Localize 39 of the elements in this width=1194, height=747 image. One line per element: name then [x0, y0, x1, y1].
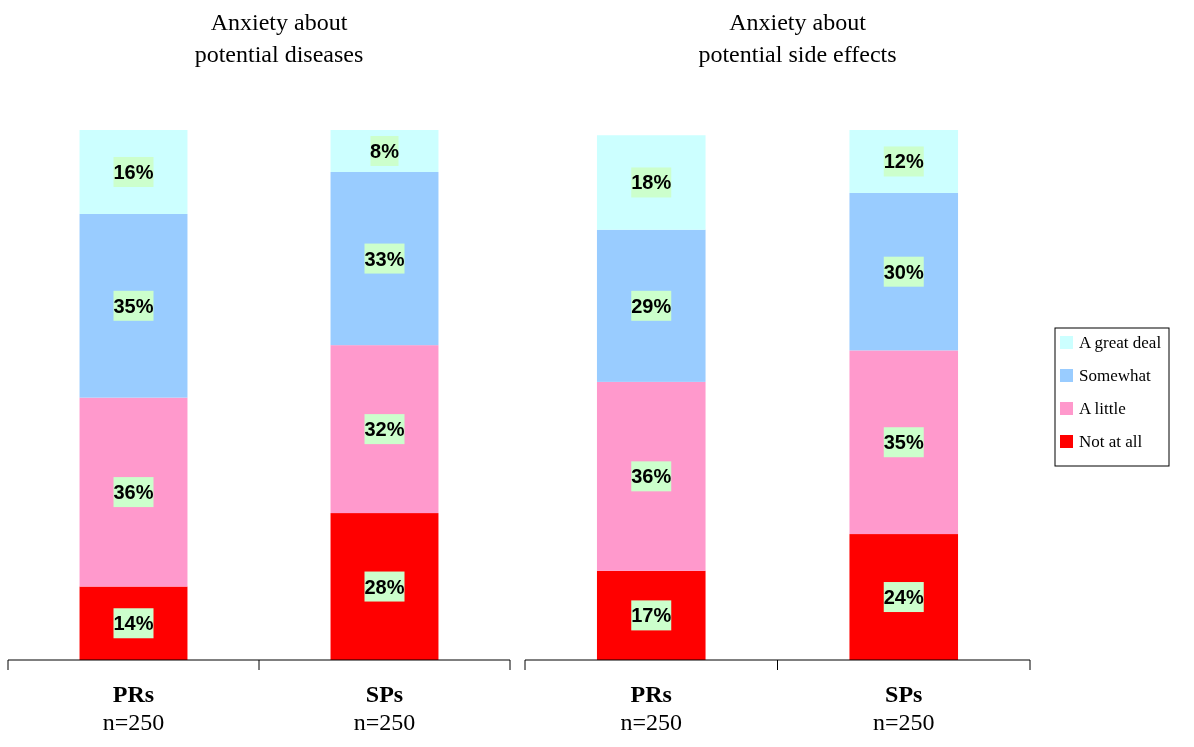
- data-label: 29%: [631, 294, 672, 317]
- data-label: 18%: [631, 171, 672, 194]
- data-label: 33%: [364, 247, 405, 270]
- legend-label: Not at all: [1079, 432, 1143, 451]
- data-label: 17%: [631, 604, 672, 627]
- bar: [330, 513, 439, 660]
- data-label: 35%: [883, 431, 924, 454]
- data-label: 28%: [364, 575, 405, 598]
- data-label: 14%: [113, 612, 154, 635]
- bar: [596, 381, 706, 571]
- data-label: 30%: [883, 260, 924, 283]
- data-label: 35%: [113, 294, 154, 317]
- bar: [849, 350, 959, 535]
- data-label: 12%: [883, 150, 924, 173]
- data-label: 36%: [113, 481, 154, 504]
- bar: [330, 345, 439, 514]
- x-tick-label: PRs n=250: [102, 681, 165, 735]
- x-tick-label: PRs n=250: [620, 681, 683, 735]
- data-label: 32%: [364, 418, 405, 441]
- bar: [330, 171, 439, 346]
- bar: [79, 397, 188, 587]
- legend-label: A great deal: [1079, 333, 1162, 352]
- bar: [79, 213, 188, 398]
- bar: [849, 534, 959, 660]
- legend-label: A little: [1079, 399, 1126, 418]
- bar: [596, 135, 706, 230]
- data-label: 8%: [370, 139, 400, 162]
- legend-label: Somewhat: [1079, 366, 1152, 385]
- x-tick-label: SPs n=250: [353, 681, 416, 735]
- x-tick-label: SPs n=250: [872, 681, 935, 735]
- bar: [596, 229, 706, 382]
- chart-title: Anxiety about potential diseases: [194, 9, 364, 67]
- data-label: 24%: [883, 586, 924, 609]
- chart-title: Anxiety about potential side effects: [698, 9, 897, 67]
- bar: [79, 130, 188, 214]
- bar: [596, 570, 706, 660]
- bar: [849, 192, 959, 351]
- data-label: 36%: [631, 465, 672, 488]
- data-label: 16%: [113, 160, 154, 183]
